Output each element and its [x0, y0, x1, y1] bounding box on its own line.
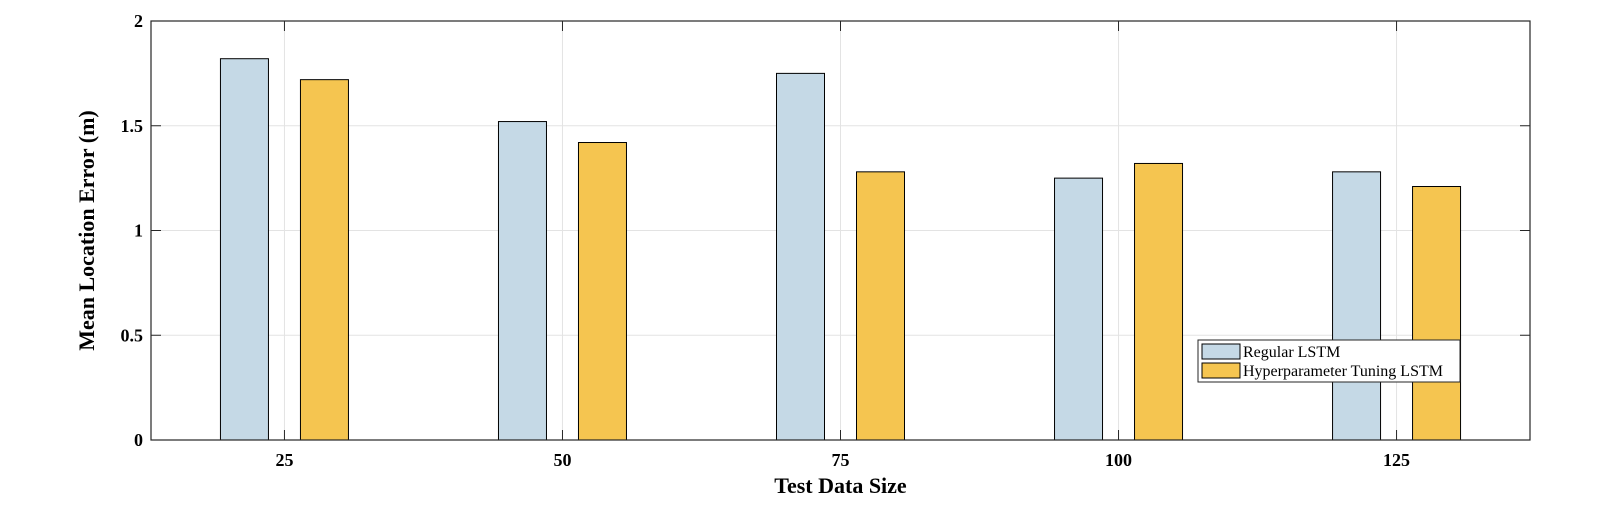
legend-label: Hyperparameter Tuning LSTM [1243, 363, 1443, 380]
y-tick-label: 2 [134, 11, 143, 31]
x-tick-label: 50 [553, 450, 571, 470]
bar-regular-lstm-50 [497, 121, 547, 441]
bars [219, 58, 1462, 441]
y-tick-label: 0.5 [121, 325, 144, 345]
bar-regular-lstm-75 [776, 72, 825, 441]
x-axis-label: Test Data Size [774, 473, 907, 498]
grid [151, 21, 1530, 440]
legend-swatch [1201, 343, 1241, 360]
bar-hyperparameter-tuning-lstm-75 [856, 171, 905, 441]
y-tick-label: 0 [134, 430, 143, 450]
bar-regular-lstm-125 [1332, 171, 1382, 441]
legend-swatch [1201, 362, 1241, 379]
x-tick-label: 25 [275, 450, 293, 470]
bar-hyperparameter-tuning-lstm-125 [1412, 186, 1462, 441]
legend-label: Regular LSTM [1243, 344, 1340, 361]
y-tick-label: 1.5 [121, 116, 144, 136]
ticks: 0 0.5 1 1.5 2 25 50 75 100 125 [121, 11, 1530, 470]
legend-box [1197, 339, 1461, 383]
y-tick-label: 1 [134, 221, 143, 241]
legend: Regular LSTM Hyperparameter Tuning LSTM [1197, 339, 1461, 383]
x-tick-label: 75 [832, 450, 850, 470]
x-tick-label: 100 [1105, 450, 1132, 470]
y-axis-label: Mean Location Error (m) [74, 110, 99, 351]
bar-hyperparameter-tuning-lstm-100 [1134, 162, 1184, 441]
bar-regular-lstm-100 [1054, 177, 1104, 441]
x-tick-label: 125 [1383, 450, 1410, 470]
bar-regular-lstm-25 [219, 58, 269, 441]
bar-hyperparameter-tuning-lstm-25 [299, 79, 349, 441]
bar-hyperparameter-tuning-lstm-50 [577, 142, 627, 441]
